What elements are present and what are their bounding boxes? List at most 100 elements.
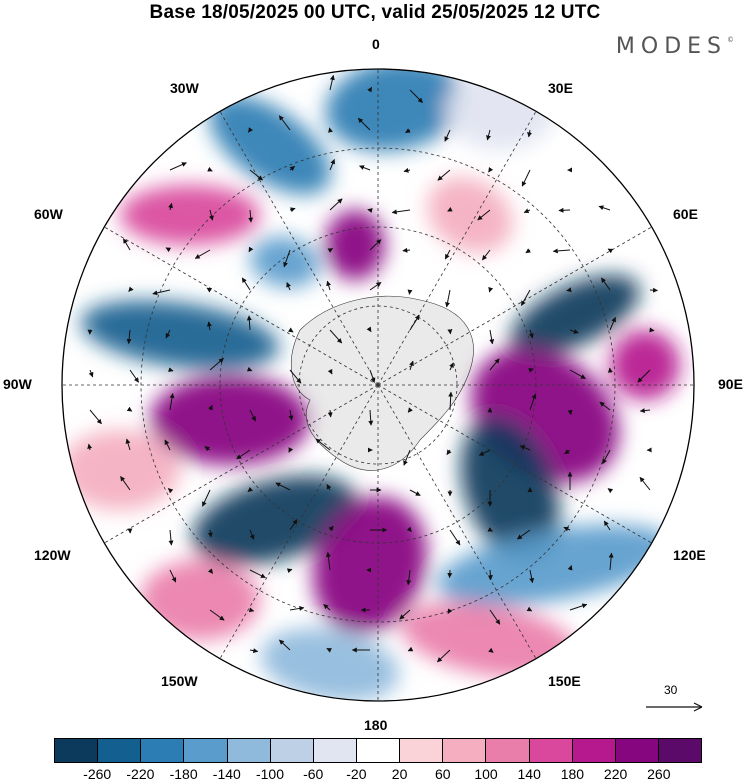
longitude-label-60w: 60W xyxy=(34,206,63,222)
wind-arrow xyxy=(529,393,537,411)
anomaly-blob xyxy=(427,177,513,253)
anomaly-blob xyxy=(120,185,260,245)
wind-arrow xyxy=(326,280,332,291)
wind-arrow xyxy=(286,568,293,574)
wind-arrow xyxy=(246,366,253,372)
wind-arrow xyxy=(328,525,334,532)
longitude-label-90w: 90W xyxy=(3,376,32,392)
wind-arrow xyxy=(248,607,255,613)
wind-arrow xyxy=(249,569,266,579)
wind-arrow xyxy=(444,249,451,260)
wind-arrow xyxy=(406,569,412,586)
wind-arrow xyxy=(446,449,452,456)
wind-arrow xyxy=(406,526,412,533)
wind-arrow xyxy=(208,404,213,411)
colorbar-tick-label: -260 xyxy=(83,766,112,782)
colorbar-tick-label: -140 xyxy=(212,766,241,782)
wind-arrow xyxy=(599,401,611,411)
wind-arrow xyxy=(369,281,382,291)
wind-arrow xyxy=(168,367,174,373)
wind-arrow xyxy=(608,552,614,571)
wind-arrow xyxy=(168,202,173,211)
longitude-label-150e: 150E xyxy=(548,673,581,689)
wind-arrow xyxy=(194,249,211,259)
wind-arrow xyxy=(327,409,333,418)
wind-arrow xyxy=(569,369,586,380)
wind-arrow xyxy=(87,443,93,451)
wind-arrow xyxy=(249,409,256,422)
wind-arrow xyxy=(207,166,213,172)
wind-arrow xyxy=(152,289,171,296)
wind-arrow xyxy=(247,486,254,493)
colorbar-swatch xyxy=(356,739,401,762)
wind-arrow xyxy=(367,208,373,213)
wind-arrow xyxy=(407,407,413,413)
wind-arrow xyxy=(558,207,571,213)
colorbar-swatch xyxy=(98,739,142,762)
anomaly-blob xyxy=(209,95,331,195)
wind-arrow xyxy=(206,287,213,293)
wind-arrow xyxy=(478,449,491,456)
wind-arrow xyxy=(564,449,571,455)
wind-arrow xyxy=(207,529,213,538)
wind-arrow xyxy=(325,551,331,571)
colorbar xyxy=(54,738,702,763)
wind-arrow xyxy=(246,315,252,331)
wind-arrow xyxy=(289,207,296,213)
meridian-line xyxy=(377,226,652,386)
longitude-label-150w: 150W xyxy=(161,673,198,689)
wind-arrow xyxy=(236,449,251,460)
wind-arrow xyxy=(598,205,611,211)
wind-arrow xyxy=(241,277,251,291)
colorbar-swatch xyxy=(227,739,271,762)
wind-arrow xyxy=(315,438,331,451)
wind-arrow xyxy=(569,328,579,334)
wind-arrow xyxy=(289,369,302,384)
anomaly-blob xyxy=(80,300,280,370)
wind-arrow xyxy=(447,206,453,212)
wind-arrow xyxy=(368,409,374,426)
colorbar-tick-label: -220 xyxy=(126,766,155,782)
wind-arrow xyxy=(329,198,343,211)
wind-arrow xyxy=(249,648,259,654)
wind-arrow xyxy=(487,527,493,532)
wind-arrow xyxy=(486,129,491,141)
colorbar-swatch xyxy=(572,739,616,762)
wind-arrow xyxy=(488,647,494,653)
wind-arrow xyxy=(437,169,451,181)
wind-arrow xyxy=(409,360,414,371)
meridian-line xyxy=(104,226,379,386)
map-title: Base 18/05/2025 00 UTC, valid 25/05/2025… xyxy=(149,2,601,23)
anomaly-blob xyxy=(325,210,385,280)
reference-vector-arrow xyxy=(646,702,703,712)
anomaly-blob xyxy=(460,417,560,563)
wind-arrow xyxy=(168,529,174,546)
wind-arrow xyxy=(488,167,494,173)
antarctica-land xyxy=(290,295,474,471)
colorbar-tick-label: -100 xyxy=(255,766,285,782)
wind-arrow xyxy=(639,408,651,414)
colorbar-swatch xyxy=(529,739,573,762)
colorbar-tick-label: 60 xyxy=(435,766,451,782)
wind-arrow xyxy=(567,565,573,571)
wind-arrow xyxy=(402,247,411,253)
colorbar-swatch xyxy=(615,739,659,762)
anomaly-blob xyxy=(260,628,400,701)
wind-arrow xyxy=(202,489,211,507)
wind-arrow xyxy=(447,608,453,614)
wind-arrow xyxy=(369,369,376,383)
wind-arrow xyxy=(528,329,534,339)
wind-arrow xyxy=(288,447,294,453)
wind-arrow xyxy=(566,287,572,293)
anomaly-blob xyxy=(150,375,310,465)
wind-arrow xyxy=(407,646,414,652)
wind-arrow xyxy=(275,482,291,491)
wind-arrow xyxy=(248,209,254,223)
modes-logo: MODES© xyxy=(615,34,734,59)
wind-arrow xyxy=(357,117,371,131)
wind-arrow xyxy=(448,391,454,411)
wind-arrow xyxy=(391,209,411,215)
wind-vectors xyxy=(87,74,659,663)
wind-arrow xyxy=(209,358,224,371)
wind-arrow xyxy=(288,409,294,421)
